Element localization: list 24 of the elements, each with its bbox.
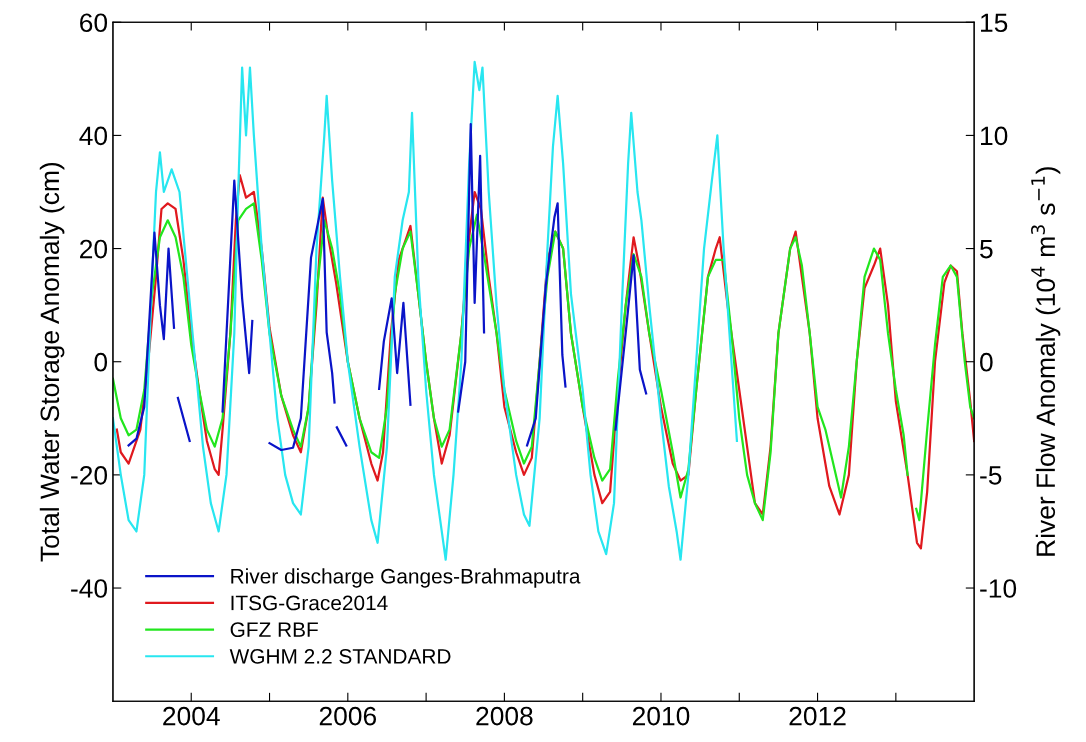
y2-axis-title: River Flow Anomaly (10$^{4}$ m$^{3}$ s$^{−1}$) [1031, 167, 1061, 556]
legend-label: WGHM 2.2 STANDARD [229, 648, 451, 664]
y-tick-label: -20 [71, 466, 108, 485]
x-tick-label: 2006 [319, 706, 377, 726]
x-tick-label: 2004 [163, 706, 220, 726]
y2-tick-label: -5 [980, 466, 1002, 485]
line-series [112, 60, 739, 561]
x-tick-label: 2012 [789, 706, 846, 726]
legend-label: GFZ RBF [230, 622, 318, 638]
y-tick-label: 20 [80, 239, 108, 259]
y-tick-label: 60 [80, 13, 108, 33]
y2-tick-label: 5 [980, 239, 993, 259]
legend-label: ITSG-Grace2014 [231, 595, 388, 611]
y2-tick-label: 0 [980, 352, 993, 372]
y2-tick-label: 10 [981, 126, 1008, 146]
x-tick-label: 2010 [632, 706, 690, 726]
y-tick-label: 40 [79, 126, 108, 146]
y-axis-title: Total Water Storage Anomaly (cm) [39, 162, 65, 562]
y-tick-label: 0 [94, 352, 108, 372]
x-tick-label: 2008 [476, 706, 533, 726]
y2-tick-label: -10 [980, 579, 1017, 598]
legend-label: River discharge Ganges-Brahmaputra [231, 568, 581, 588]
y2-tick-label: 15 [981, 13, 1008, 33]
y-tick-label: -40 [71, 579, 108, 598]
